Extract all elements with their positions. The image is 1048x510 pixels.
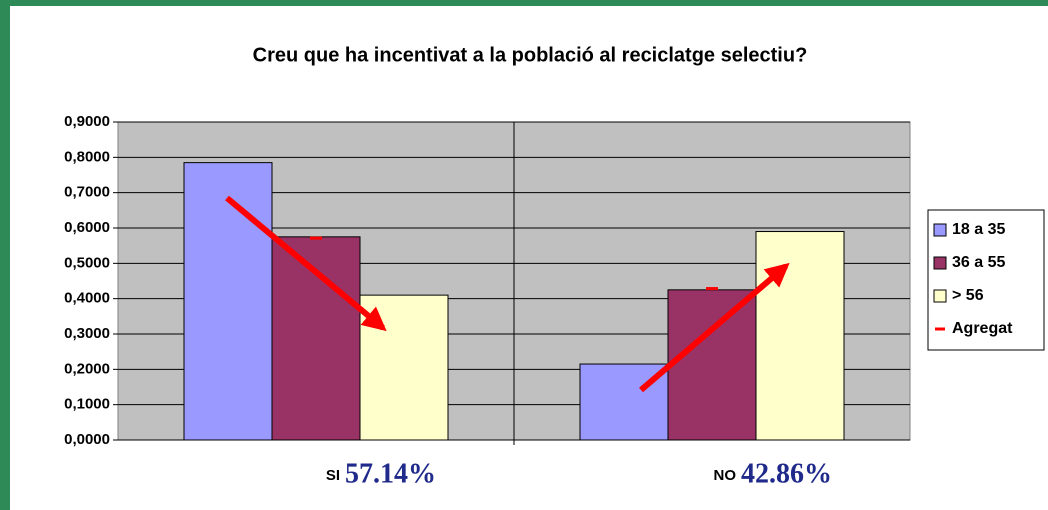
bar <box>271 236 361 441</box>
trend-arrow <box>639 262 790 393</box>
legend-label: Agregat <box>952 320 1013 337</box>
y-tick-label: 0,6000 <box>64 219 110 236</box>
y-tick-label: 0,5000 <box>64 254 110 271</box>
x-tick-label: SI <box>326 467 340 484</box>
legend-swatch <box>933 289 947 303</box>
x-tick-label: NO <box>714 467 737 484</box>
trend-arrow <box>225 195 387 332</box>
y-tick-label: 0,2000 <box>64 360 110 377</box>
bar <box>183 162 273 441</box>
value-label: 42.86% <box>741 458 832 489</box>
y-tick-label: 0,8000 <box>64 148 110 165</box>
y-tick-label: 0,1000 <box>64 396 110 413</box>
y-tick-label: 0,7000 <box>64 184 110 201</box>
bar <box>755 231 845 441</box>
y-tick-label: 0,4000 <box>64 290 110 307</box>
legend-label: 18 a 35 <box>952 221 1005 238</box>
legend-label: > 56 <box>952 287 984 304</box>
y-tick-label: 0,0000 <box>64 431 110 448</box>
legend-swatch <box>933 223 947 237</box>
bar <box>667 289 757 441</box>
value-label: 57.14% <box>345 458 436 489</box>
legend <box>927 209 1045 351</box>
y-tick-label: 0,3000 <box>64 325 110 342</box>
legend-swatch <box>933 256 947 270</box>
y-tick-label: 0,9000 <box>64 113 110 130</box>
legend-label: 36 a 55 <box>952 254 1005 271</box>
chart-title: Creu que ha incentivat a la població al … <box>253 44 808 66</box>
